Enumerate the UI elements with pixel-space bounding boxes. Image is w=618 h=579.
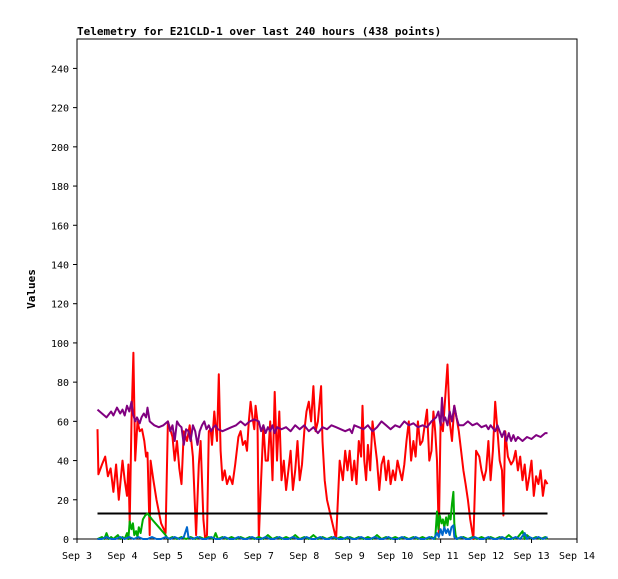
- series-line-5: [97, 524, 548, 540]
- y-tick-label: 140: [51, 260, 69, 271]
- x-tick-label: Sep 6: [198, 551, 228, 562]
- x-tick-label: Sep 7: [244, 551, 274, 562]
- y-tick-label: 100: [51, 339, 69, 350]
- y-tick-label: 120: [51, 300, 69, 311]
- x-tick-label: Sep 9: [335, 551, 365, 562]
- x-tick-label: Sep 8: [289, 551, 319, 562]
- y-tick-label: 200: [51, 143, 69, 154]
- series-line-2: [96, 396, 548, 446]
- y-tick-label: 0: [63, 535, 69, 546]
- x-tick-label: Sep 11: [423, 551, 459, 562]
- series-line-1: [96, 351, 549, 540]
- y-tick-label: 80: [57, 378, 69, 389]
- y-axis-label: Values: [25, 269, 38, 309]
- x-tick-label: Sep 14: [559, 551, 595, 562]
- x-tick-label: Sep 13: [513, 551, 549, 562]
- y-tick-label: 180: [51, 182, 69, 193]
- y-tick-label: 160: [51, 221, 69, 232]
- chart-title: Telemetry for E21CLD-1 over last 240 hou…: [77, 25, 441, 38]
- y-tick-label: 240: [51, 64, 69, 75]
- x-tick-label: Sep 4: [107, 551, 137, 562]
- x-tick-label: Sep 3: [62, 551, 92, 562]
- y-tick-label: 60: [57, 417, 69, 428]
- y-tick-label: 20: [57, 496, 69, 507]
- y-tick-label: 220: [51, 104, 69, 115]
- x-tick-label: Sep 10: [377, 551, 413, 562]
- x-tick-label: Sep 5: [153, 551, 183, 562]
- y-tick-label: 40: [57, 457, 69, 468]
- x-tick-label: Sep 12: [468, 551, 504, 562]
